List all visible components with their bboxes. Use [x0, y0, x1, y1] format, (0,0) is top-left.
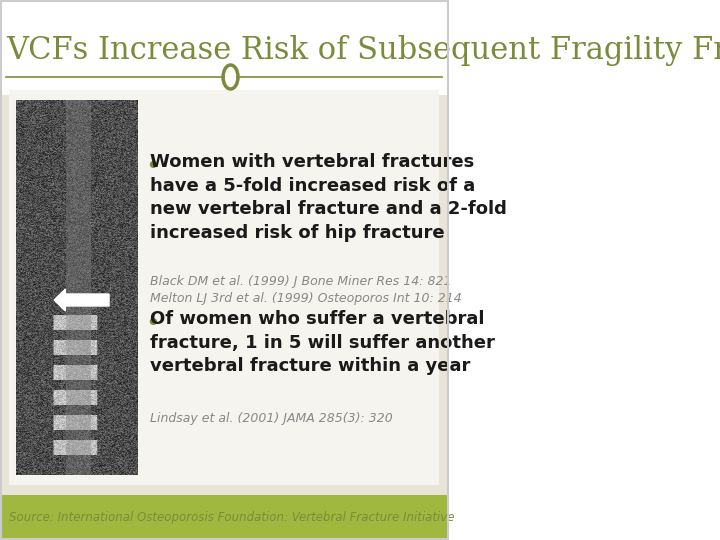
- Text: Source: International Osteoporosis Foundation: Vertebral Fracture Initiative: Source: International Osteoporosis Found…: [9, 511, 455, 524]
- Bar: [0, 95, 449, 495]
- Text: Of women who suffer a vertebral
fracture, 1 in 5 will suffer another
vertebral f: Of women who suffer a vertebral fracture…: [150, 310, 495, 375]
- Text: •: •: [145, 312, 160, 336]
- Bar: [0, 495, 449, 540]
- Bar: [0, 0, 449, 100]
- Text: Women with vertebral fractures
have a 5-fold increased risk of a
new vertebral f: Women with vertebral fractures have a 5-…: [150, 153, 506, 242]
- Bar: [16, 100, 137, 475]
- Text: Lindsay et al. (2001) JAMA 285(3): 320: Lindsay et al. (2001) JAMA 285(3): 320: [150, 412, 392, 425]
- Bar: [9, 90, 439, 485]
- Text: Black DM et al. (1999) J Bone Miner Res 14: 821
Melton LJ 3rd et al. (1999) Oste: Black DM et al. (1999) J Bone Miner Res …: [150, 275, 462, 305]
- Text: VCFs Increase Risk of Subsequent Fragility Fracture: VCFs Increase Risk of Subsequent Fragili…: [6, 35, 720, 65]
- FancyArrow shape: [54, 289, 109, 311]
- Text: •: •: [145, 155, 160, 179]
